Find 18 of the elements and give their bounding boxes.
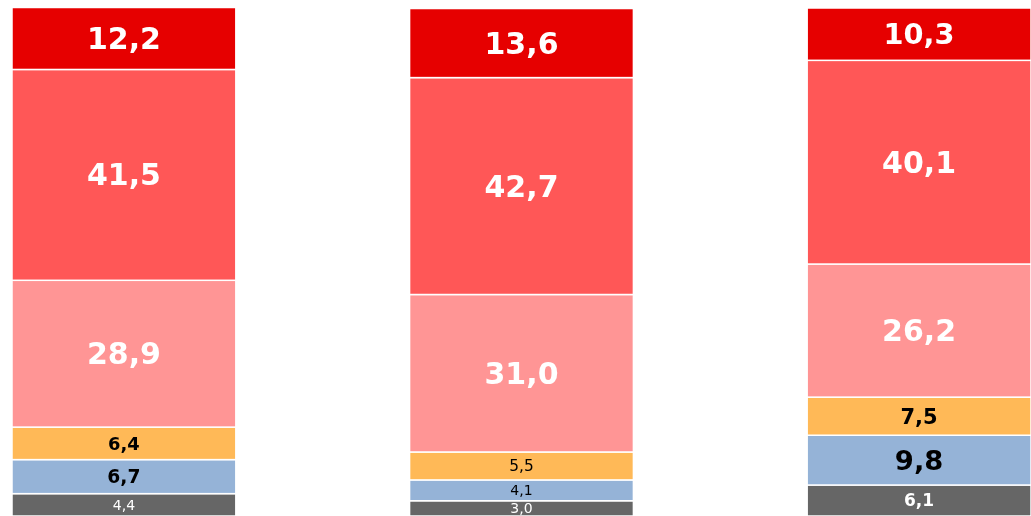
data-label: 6,4 bbox=[108, 432, 140, 454]
data-label: 31,0 bbox=[484, 355, 559, 391]
data-label: 6,7 bbox=[107, 466, 141, 488]
data-label: 10,3 bbox=[883, 17, 955, 52]
data-label: 40,1 bbox=[882, 144, 957, 180]
data-label: 7,5 bbox=[900, 404, 938, 429]
data-label: 4,1 bbox=[510, 482, 533, 499]
data-label: 6,1 bbox=[903, 490, 935, 511]
data-label: 5,5 bbox=[509, 457, 534, 476]
data-label: 3,0 bbox=[510, 500, 533, 516]
data-label: 12,2 bbox=[86, 20, 161, 56]
data-label: 42,7 bbox=[484, 168, 559, 204]
data-label: 41,5 bbox=[86, 157, 161, 193]
data-label: 26,2 bbox=[882, 313, 957, 349]
data-label: 4,4 bbox=[112, 496, 136, 513]
data-label: 9,8 bbox=[894, 444, 944, 476]
data-label: 28,9 bbox=[86, 336, 161, 372]
data-label: 13,6 bbox=[484, 25, 559, 61]
